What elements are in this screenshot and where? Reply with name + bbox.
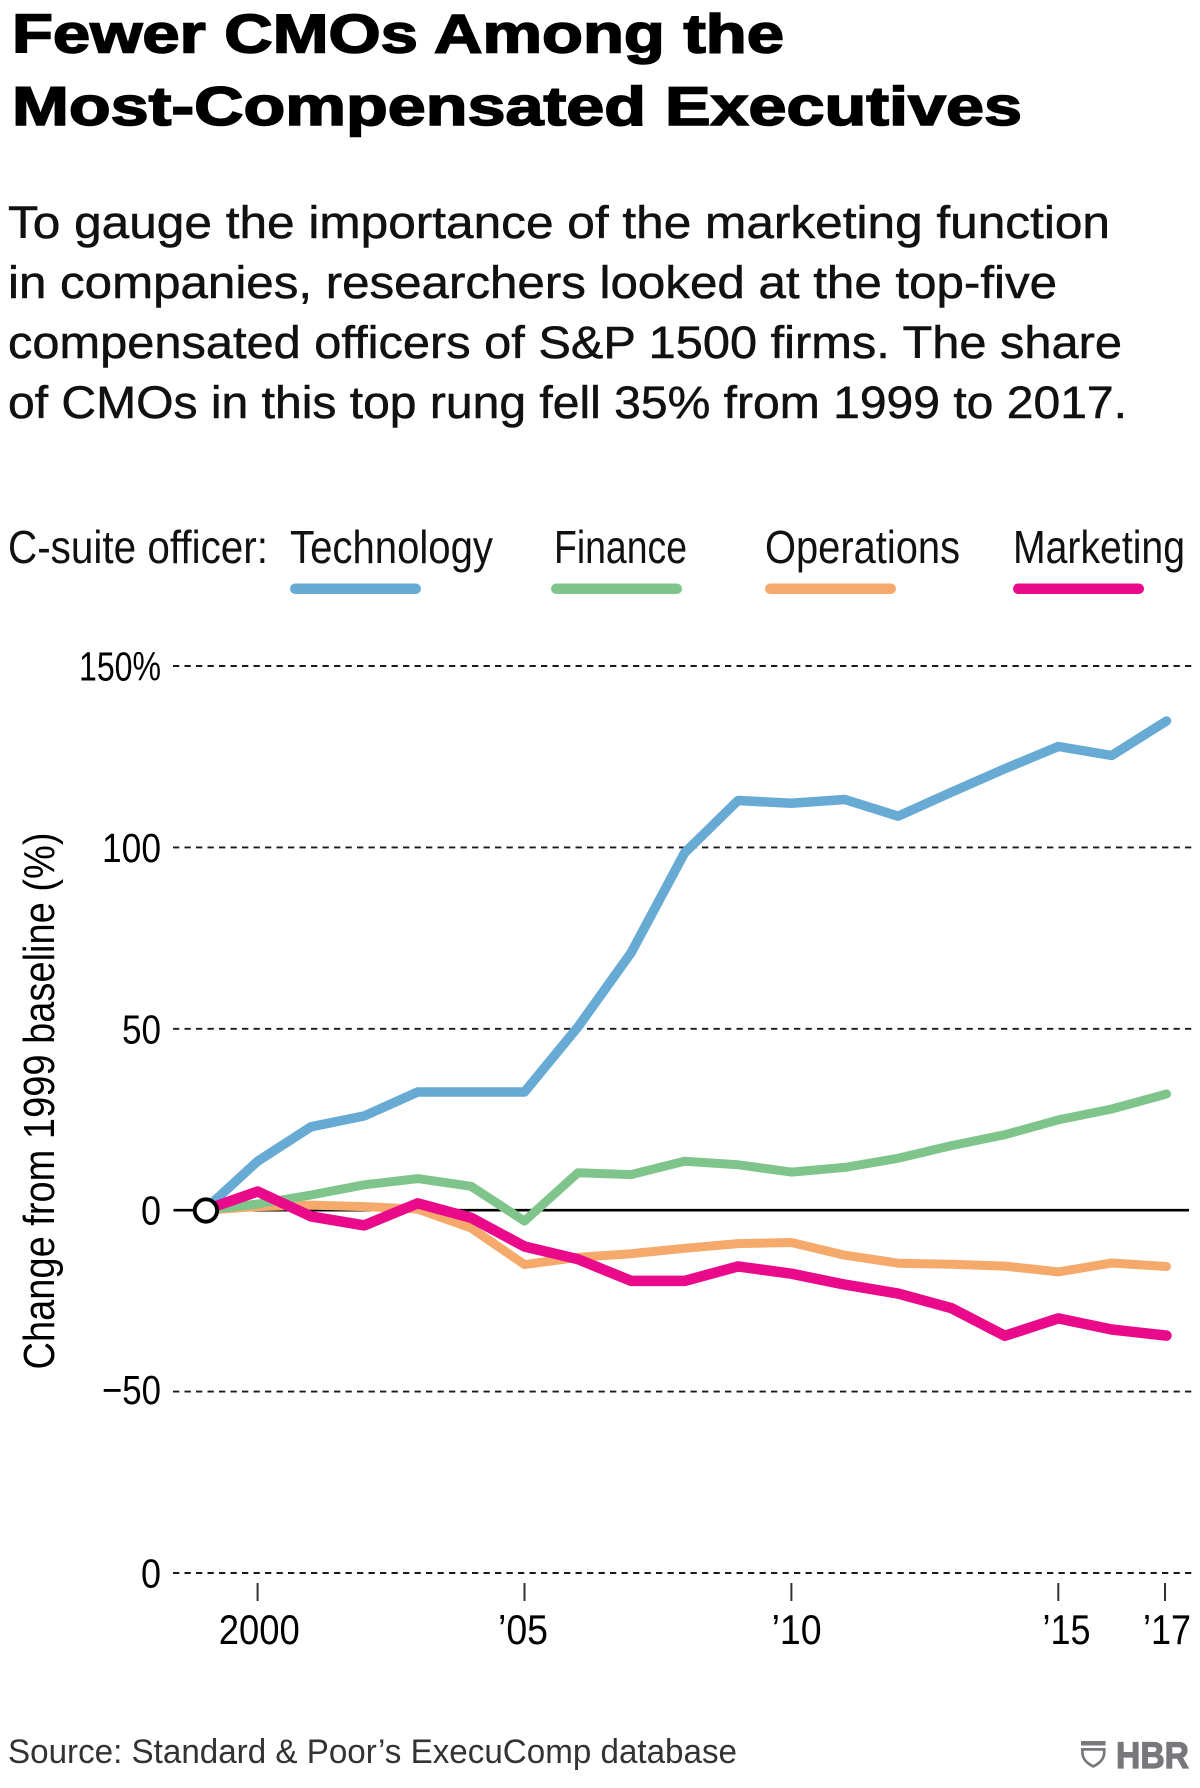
- svg-text:’10: ’10: [772, 1606, 822, 1653]
- svg-text:Source: Standard & Poor’s Exec: Source: Standard & Poor’s ExecuComp data…: [8, 1733, 737, 1771]
- svg-text:C-suite officer:: C-suite officer:: [8, 521, 268, 573]
- svg-text:HBR: HBR: [1116, 1735, 1189, 1776]
- svg-text:Finance: Finance: [554, 521, 687, 573]
- svg-text:Fewer CMOs Among the: Fewer CMOs Among the: [12, 3, 784, 65]
- svg-text:150%: 150%: [79, 644, 161, 690]
- svg-text:’15: ’15: [1043, 1606, 1091, 1653]
- svg-text:Operations: Operations: [765, 521, 960, 573]
- svg-text:Most-Compensated Executives: Most-Compensated Executives: [12, 75, 1022, 137]
- svg-text:Change from 1999 baseline (%): Change from 1999 baseline (%): [15, 833, 64, 1370]
- svg-text:100: 100: [102, 825, 161, 871]
- svg-text:compensated officers of S&P 15: compensated officers of S&P 1500 firms. …: [8, 317, 1122, 368]
- svg-text:’05: ’05: [498, 1606, 548, 1653]
- svg-text:0: 0: [141, 1188, 161, 1234]
- svg-text:in companies, researchers look: in companies, researchers looked at the …: [8, 257, 1057, 308]
- svg-text:Marketing: Marketing: [1013, 521, 1185, 573]
- svg-text:0: 0: [141, 1551, 161, 1597]
- svg-text:2000: 2000: [219, 1606, 300, 1653]
- svg-text:of CMOs in this top rung fell: of CMOs in this top rung fell 35% from 1…: [8, 377, 1127, 428]
- svg-text:Technology: Technology: [290, 521, 493, 573]
- svg-text:’17: ’17: [1143, 1606, 1191, 1653]
- svg-text:To gauge the importance of the: To gauge the importance of the marketing…: [8, 197, 1110, 248]
- svg-text:50: 50: [122, 1006, 161, 1052]
- svg-text:−50: −50: [102, 1367, 161, 1413]
